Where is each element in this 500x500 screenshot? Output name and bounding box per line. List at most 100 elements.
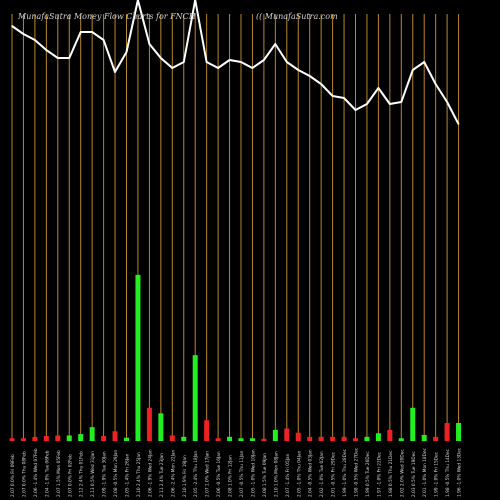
price-point: [125, 51, 128, 53]
price-point: [171, 67, 174, 69]
price-point: [34, 39, 36, 41]
price-point: [57, 57, 59, 59]
price-point: [434, 83, 437, 85]
x-tick-label: 1.99 -1.0% Fri 15Dec: [434, 451, 440, 497]
volume-bar: [410, 407, 416, 441]
x-tick-label: 2.11 2.4% Tue 23Jan: [159, 453, 165, 497]
volume-bar: [295, 432, 301, 441]
x-tick-label: 2.03 0.5% Tue 19Dec: [411, 451, 417, 497]
volume-bar: [341, 436, 347, 441]
price-point: [45, 49, 48, 51]
price-point: [205, 61, 208, 63]
volume-bar: [398, 438, 404, 441]
price-point: [354, 109, 357, 111]
price-line-path: [11, 0, 460, 125]
volume-bar: [158, 413, 164, 441]
price-point: [423, 61, 426, 63]
price-point: [102, 39, 105, 41]
volume-bar: [9, 438, 15, 441]
price-point: [68, 57, 71, 59]
x-tick-label: 2.06 -0.5% Tue 16Jan: [216, 451, 222, 497]
volume-bar: [215, 438, 221, 441]
x-tick-label: 2.07 -1.4% Fri 05Jan: [285, 453, 291, 497]
price-point: [411, 69, 414, 71]
x-tick-label: 2.01 -1.0% Mon 18Dec: [422, 447, 428, 497]
volume-bar: [284, 428, 290, 441]
volume-bar: [43, 436, 49, 441]
volume-bar: [78, 434, 84, 441]
volume-bar: [124, 437, 129, 441]
volume-bar: [135, 274, 141, 441]
volume-bar: [227, 436, 233, 441]
volume-bar: [456, 423, 462, 441]
x-tick-label: 2.07 1.5% Mon 05Feb: [56, 450, 62, 497]
price-point: [217, 67, 219, 69]
price-point: [331, 95, 334, 97]
x-tick-label: 2.04 -0.5% Wed 03Jan: [308, 449, 314, 497]
price-point: [22, 33, 25, 35]
x-tick-label: 2.10 2.4% Thu 25Jan: [136, 452, 142, 497]
x-tick-label: 1.98 0.5% Thu 21Dec: [388, 450, 394, 497]
volume-bar: [364, 436, 370, 441]
x-axis-tick-labels: 2.07 0.0% Fri 09Feb 2.07 0.0% Thu 08Feb 2.…: [10, 447, 463, 497]
x-tick-label: 2.05 -1.0% Wed 10Jan: [250, 449, 256, 497]
x-tick-label: 2.06 -1.9% Wed 24Jan: [147, 449, 153, 497]
volume-bars: [9, 274, 462, 441]
x-tick-label: 2.07 0.0% Fri 09Feb: [10, 454, 16, 497]
site-name: (( MunafaSutra.com: [256, 12, 338, 21]
price-point: [366, 103, 368, 105]
volume-bar: [181, 436, 187, 441]
x-tick-label: 2.05 -2.4% Thu 18Jan: [193, 450, 199, 497]
x-tick-label: 2.06 -2.4% Mon 22Jan: [170, 449, 176, 497]
x-tick-label: 1.97 -1.0% Fri 22Dec: [376, 451, 382, 497]
price-point: [446, 101, 448, 103]
x-tick-label: 2.04 -1.0% Tue 06Feb: [44, 450, 50, 497]
x-tick-label: 2.09 -1.9% Tue 30Jan: [102, 451, 108, 497]
volume-bar: [444, 423, 450, 441]
volume-bar: [238, 438, 244, 441]
x-tick-label: 2.12 2.4% Thu 01Feb: [79, 451, 85, 497]
price-point: [297, 69, 300, 71]
x-tick-label: 2.01 -0.5% Fri 29Dec: [331, 451, 337, 497]
volume-bar: [318, 436, 324, 441]
price-point: [148, 43, 151, 45]
price-point: [308, 75, 311, 77]
price-point: [343, 97, 345, 99]
volume-bar: [112, 431, 118, 441]
volume-bar: [146, 407, 152, 441]
chart-title: MunafaSutra Money Flow Charts for FNCH: [18, 12, 196, 21]
volume-bar: [192, 355, 198, 441]
volume-bar: [32, 436, 38, 441]
volume-bar: [387, 429, 393, 441]
x-tick-label: 2.05 -1.4% Fri 26Jan: [125, 453, 131, 497]
volume-bar: [20, 438, 26, 441]
x-tick-label: 2.08 1.0% Fri 12Jan: [228, 455, 234, 497]
price-point: [457, 123, 460, 125]
price-point: [400, 101, 403, 103]
x-tick-label: 2.13 0.5% Wed 31Jan: [90, 451, 96, 497]
price-point: [91, 31, 93, 33]
price-point: [114, 71, 116, 73]
volume-bar: [55, 435, 61, 441]
volume-bar: [89, 427, 95, 441]
volume-bar: [353, 438, 358, 441]
x-tick-label: 2.02 -1.0% Tue 02Jan: [319, 451, 325, 497]
volume-bar: [421, 434, 427, 441]
price-point: [228, 59, 231, 61]
x-tick-label: 1.99 0.5% Tue 26Dec: [365, 451, 371, 497]
price-line: [11, 0, 460, 125]
x-tick-label: 2.10 1.0% Mon 08Jan: [273, 451, 279, 497]
price-point: [320, 83, 322, 85]
x-tick-label: 1.99 -1.0% Thu 28Dec: [342, 448, 348, 497]
x-tick-label: 2.07 0.0% Fri 02Feb: [67, 454, 73, 497]
price-point: [79, 31, 82, 33]
price-point: [194, 0, 196, 1]
x-tick-label: 2.08 -0.5% Mon 29Jan: [113, 449, 119, 497]
price-point: [182, 61, 185, 63]
x-tick-label: 2.08 1.5% Tue 09Jan: [262, 453, 268, 497]
price-point: [11, 25, 13, 27]
price-point: [263, 59, 265, 61]
price-point: [160, 57, 162, 59]
price-point: [377, 87, 380, 89]
